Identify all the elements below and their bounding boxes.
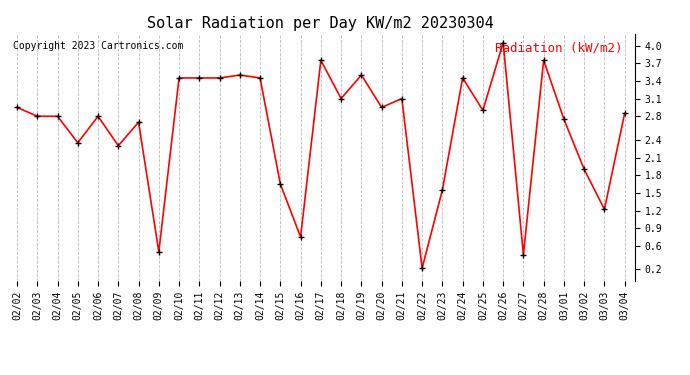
Title: Solar Radiation per Day KW/m2 20230304: Solar Radiation per Day KW/m2 20230304	[148, 16, 494, 31]
Text: Radiation (kW/m2): Radiation (kW/m2)	[495, 41, 622, 54]
Text: Copyright 2023 Cartronics.com: Copyright 2023 Cartronics.com	[13, 41, 184, 51]
